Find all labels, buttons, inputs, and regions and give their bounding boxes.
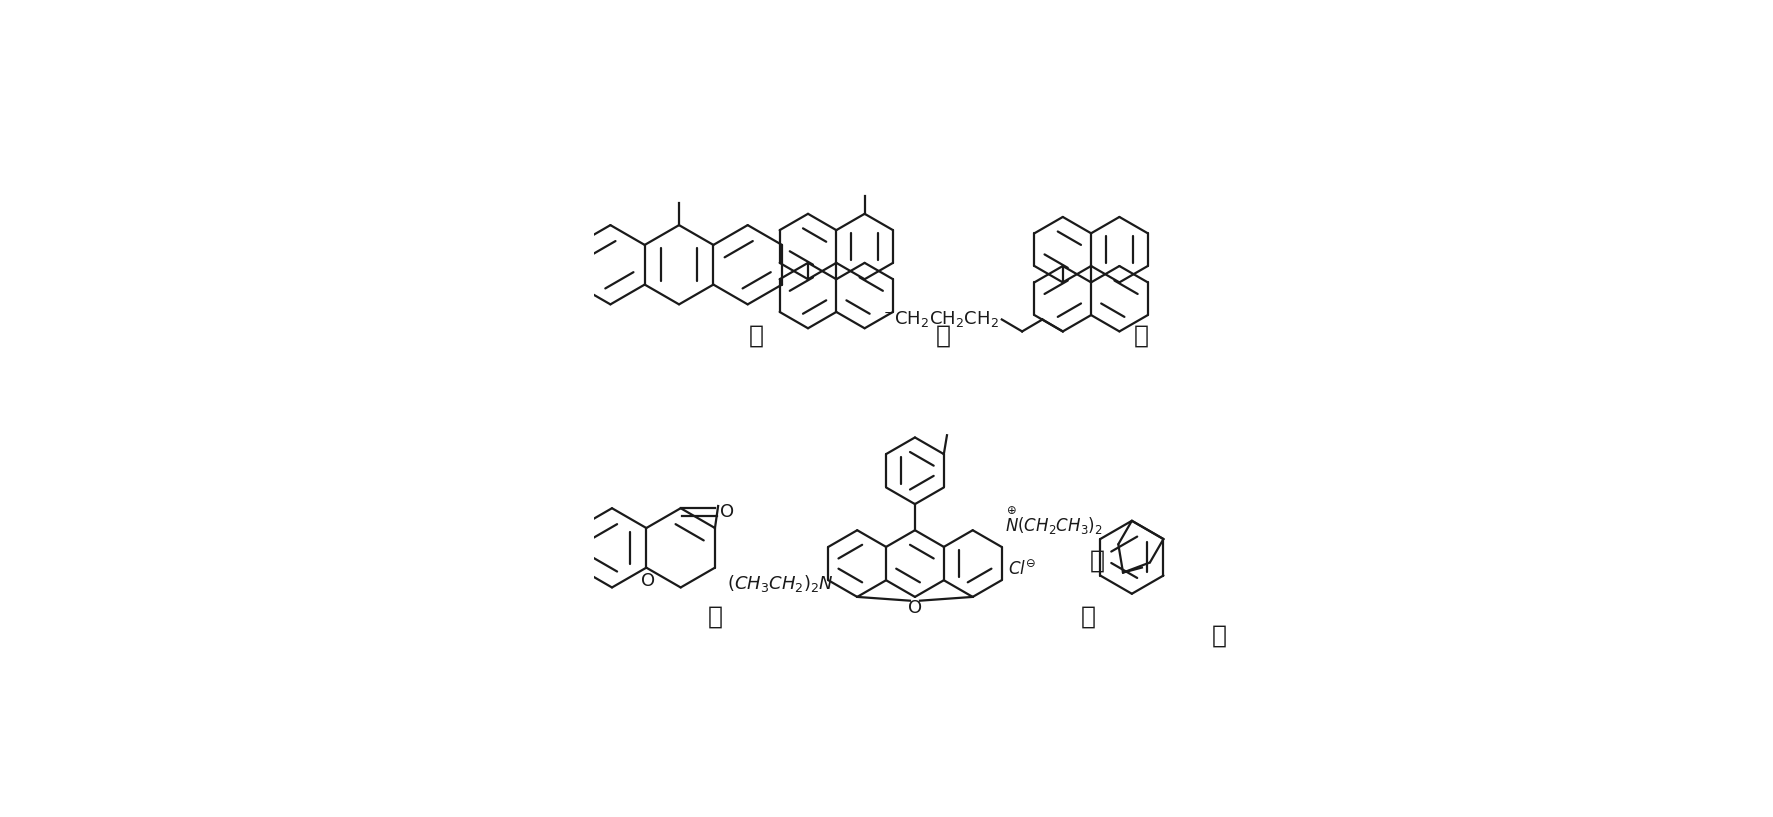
Text: 、: 、	[1135, 324, 1149, 348]
Text: 、: 、	[1080, 605, 1096, 629]
Text: $(CH_3CH_2)_2N$: $(CH_3CH_2)_2N$	[727, 574, 835, 594]
Text: O: O	[908, 599, 922, 617]
Text: 、: 、	[748, 324, 764, 348]
Text: 、: 、	[936, 324, 950, 348]
Text: O: O	[720, 503, 734, 521]
Text: 。: 。	[1211, 624, 1227, 648]
Text: 或: 或	[1090, 548, 1105, 573]
Text: O: O	[640, 573, 654, 591]
Text: 、: 、	[707, 605, 722, 629]
Text: $\overset{\oplus}{N}(CH_2CH_3)_2$: $\overset{\oplus}{N}(CH_2CH_3)_2$	[1005, 506, 1103, 538]
Text: $^{-}$CH$_2$CH$_2$CH$_2$: $^{-}$CH$_2$CH$_2$CH$_2$	[883, 309, 1000, 329]
Text: $Cl^{\ominus}$: $Cl^{\ominus}$	[1007, 560, 1035, 580]
